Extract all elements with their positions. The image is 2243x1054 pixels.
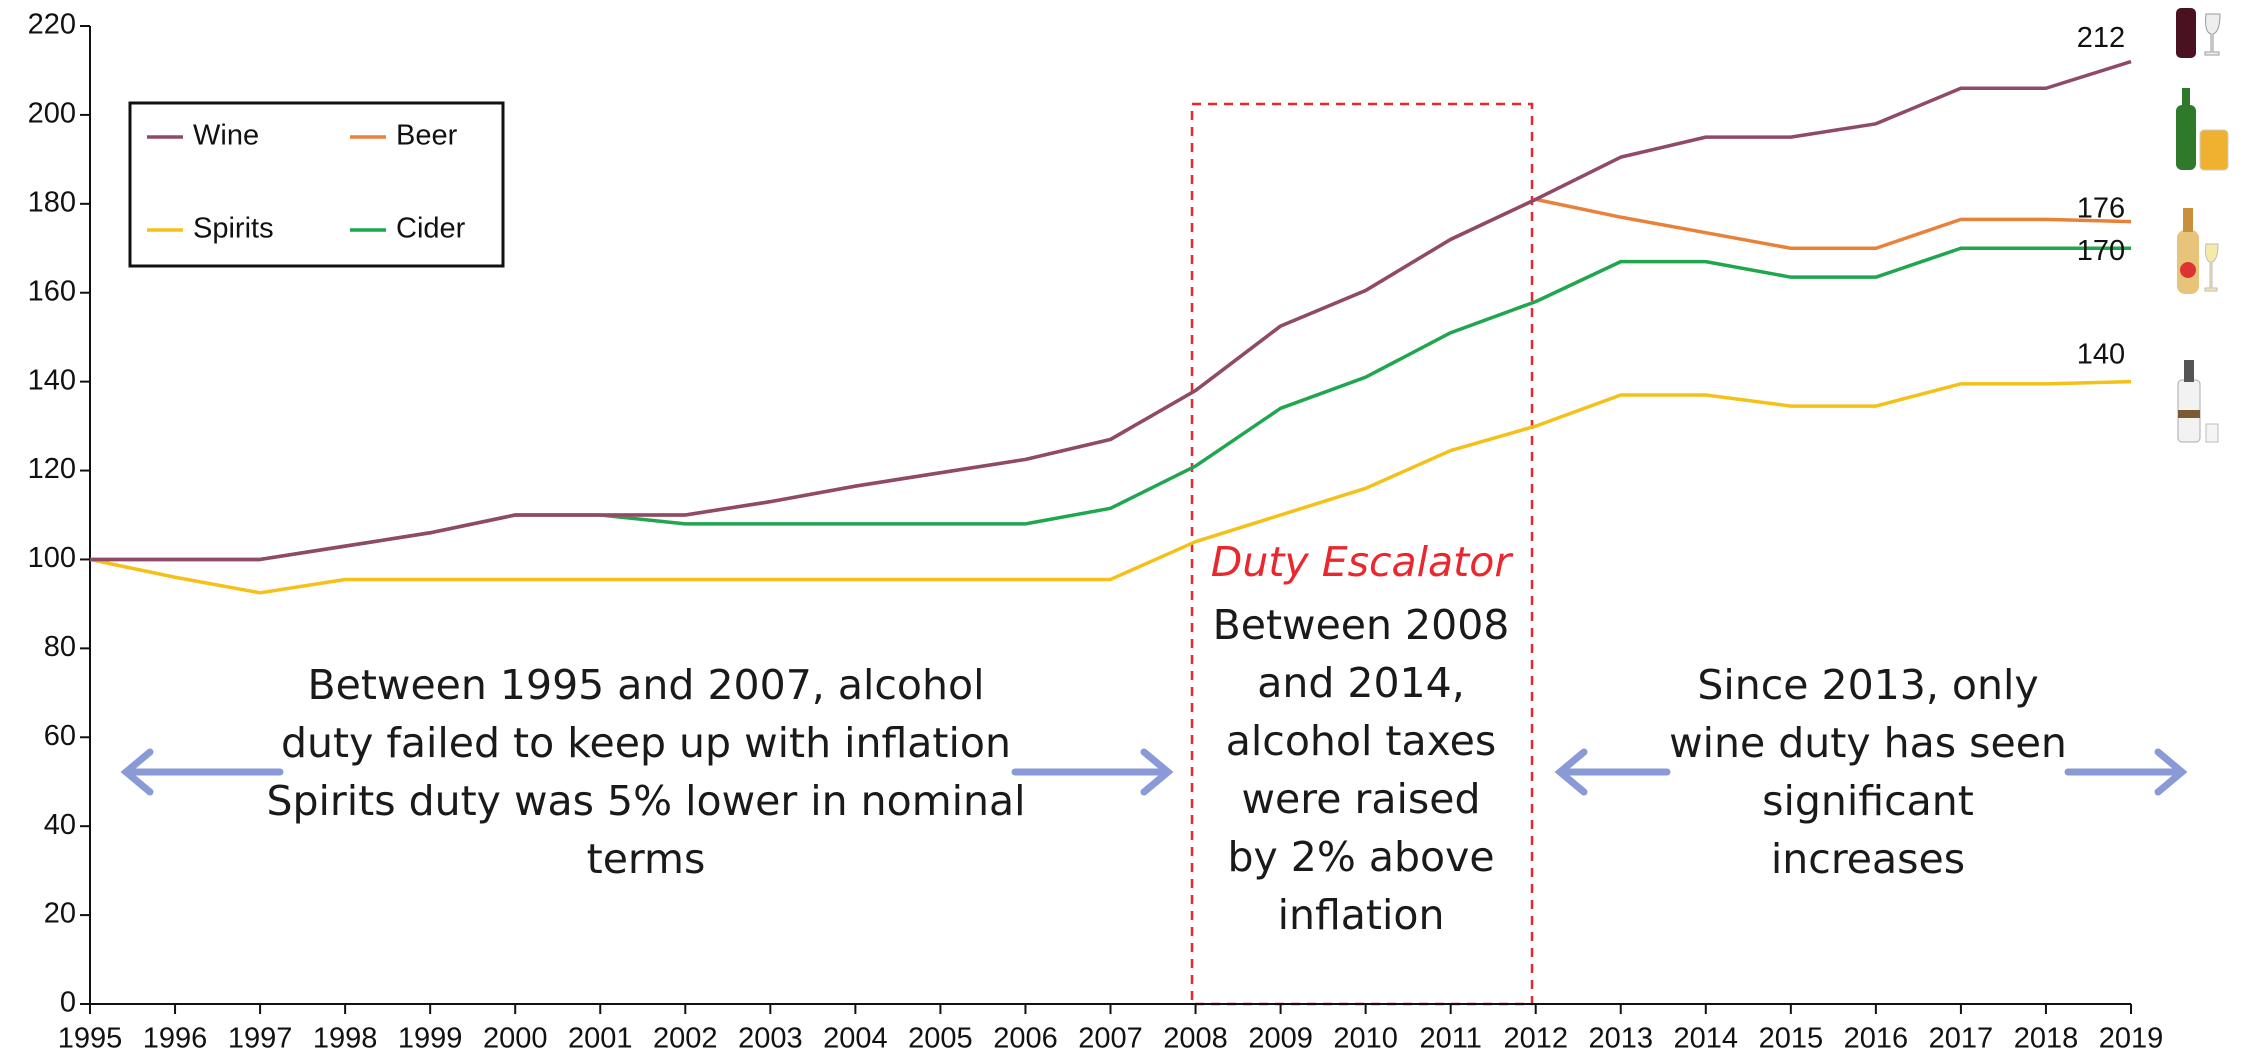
x-tick-label: 2005 xyxy=(908,1023,973,1054)
y-tick-label: 180 xyxy=(28,186,76,218)
end-label: 212 xyxy=(2077,22,2125,54)
x-tick-label: 2012 xyxy=(1503,1023,1568,1054)
annotation: significant xyxy=(1762,777,1974,825)
annotation: Spirits duty was 5% lower in nominal xyxy=(266,777,1025,825)
x-tick-label: 1996 xyxy=(143,1023,208,1054)
y-tick-label: 60 xyxy=(44,720,76,752)
x-tick-label: 1999 xyxy=(398,1023,463,1054)
annotation: wine duty has seen xyxy=(1669,719,2067,767)
arrows xyxy=(120,748,2188,796)
x-tick-label: 2015 xyxy=(1759,1023,1824,1054)
annotation: terms xyxy=(587,835,706,883)
end-label: 176 xyxy=(2077,192,2125,224)
legend-label: Spirits xyxy=(193,213,274,245)
y-tick-label: 20 xyxy=(44,898,76,930)
x-tick-label: 2011 xyxy=(1419,1023,1481,1054)
annotation: were raised xyxy=(1242,775,1481,823)
annotation: and 2014, xyxy=(1257,659,1465,707)
x-tick-label: 2001 xyxy=(568,1023,633,1054)
y-tick-label: 40 xyxy=(44,809,76,841)
legend-label: Wine xyxy=(193,120,259,152)
x-tick-label: 2014 xyxy=(1674,1023,1739,1054)
y-tick-label: 100 xyxy=(28,542,76,574)
x-tick-label: 2017 xyxy=(1929,1023,1994,1054)
drink-icons xyxy=(2176,8,2229,443)
annotation: Since 2013, only xyxy=(1697,661,2038,709)
annotation: inflation xyxy=(1278,891,1445,939)
series-line xyxy=(89,379,2132,595)
escalator-title: Duty Escalator xyxy=(1211,538,1514,586)
x-tick-label: 2018 xyxy=(2014,1023,2079,1054)
annotation: duty failed to keep up with inflation xyxy=(281,719,1011,767)
y-tick-label: 200 xyxy=(28,98,76,130)
x-tick-label: 2008 xyxy=(1163,1023,1228,1054)
series-line xyxy=(90,59,2132,562)
x-tick-label: 2019 xyxy=(2099,1023,2164,1054)
end-label: 140 xyxy=(2077,338,2125,370)
y-tick-label: 80 xyxy=(44,631,76,663)
annotation: increases xyxy=(1771,835,1965,883)
x-tick-label: 2016 xyxy=(1844,1023,1909,1054)
annotation: by 2% above xyxy=(1227,833,1494,881)
annotation: Between 1995 and 2007, alcohol xyxy=(308,661,985,709)
x-tick-label: 1998 xyxy=(313,1023,378,1054)
x-tick-label: 2000 xyxy=(483,1023,548,1054)
end-label: 170 xyxy=(2077,235,2125,267)
x-tick-label: 2009 xyxy=(1248,1023,1313,1054)
y-tick-label: 140 xyxy=(28,364,76,396)
y-tick-label: 160 xyxy=(28,275,76,307)
x-tick-label: 2002 xyxy=(653,1023,718,1054)
x-tick-label: 1997 xyxy=(228,1023,293,1054)
x-tick-label: 2003 xyxy=(738,1023,803,1054)
annotation: alcohol taxes xyxy=(1226,717,1496,765)
x-tick-label: 2010 xyxy=(1333,1023,1398,1054)
x-tick-label: 2007 xyxy=(1078,1023,1143,1054)
legend-box xyxy=(128,101,505,268)
legend-label: Cider xyxy=(396,213,466,245)
x-tick-label: 1995 xyxy=(58,1023,123,1054)
y-tick-label: 0 xyxy=(60,987,76,1019)
y-tick-label: 220 xyxy=(28,9,76,41)
annotation: Between 2008 xyxy=(1213,601,1510,649)
x-tick-label: 2006 xyxy=(993,1023,1058,1054)
legend-label: Beer xyxy=(396,120,458,152)
series-line xyxy=(90,246,2131,562)
x-tick-label: 2013 xyxy=(1588,1023,1653,1054)
x-tick-label: 2004 xyxy=(823,1023,888,1054)
y-tick-label: 120 xyxy=(28,453,76,485)
